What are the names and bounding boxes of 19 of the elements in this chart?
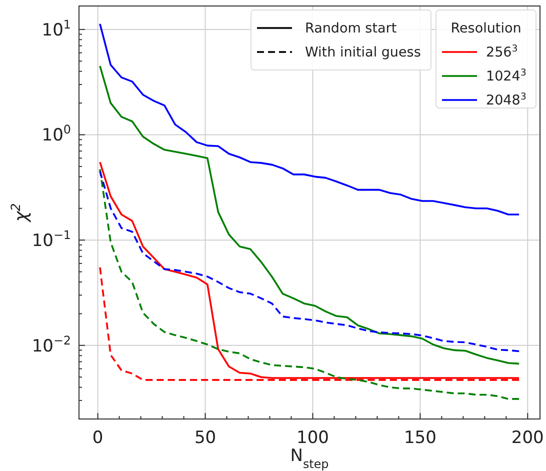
annotation: Random start xyxy=(305,20,397,37)
y-tick-label: 10$^{0}$ xyxy=(42,122,71,146)
legend-title: Resolution xyxy=(450,20,522,37)
y-tick-label: 10$^{−2}$ xyxy=(32,333,71,356)
legend-label: 256$^{3}$ xyxy=(486,43,518,61)
line-series xyxy=(99,170,520,352)
y-tick-label: 10$^{−1}$ xyxy=(32,228,71,252)
line-series xyxy=(99,65,520,365)
legend-label: 1024$^{3}$ xyxy=(486,67,526,85)
x-axis-title: N$_{step}$ xyxy=(290,446,329,471)
x-tick-label: 150 xyxy=(404,428,436,448)
x-tick-label: 200 xyxy=(511,428,544,448)
y-tick-label: 10$^{1}$ xyxy=(42,17,71,40)
x-tick-label: 50 xyxy=(194,428,216,448)
legend-label: 2048$^{3}$ xyxy=(486,91,526,109)
x-tick-label: 100 xyxy=(296,428,329,448)
x-tick-label: 0 xyxy=(92,428,104,448)
line-series xyxy=(99,22,520,216)
annotation: With initial guess xyxy=(305,44,421,61)
